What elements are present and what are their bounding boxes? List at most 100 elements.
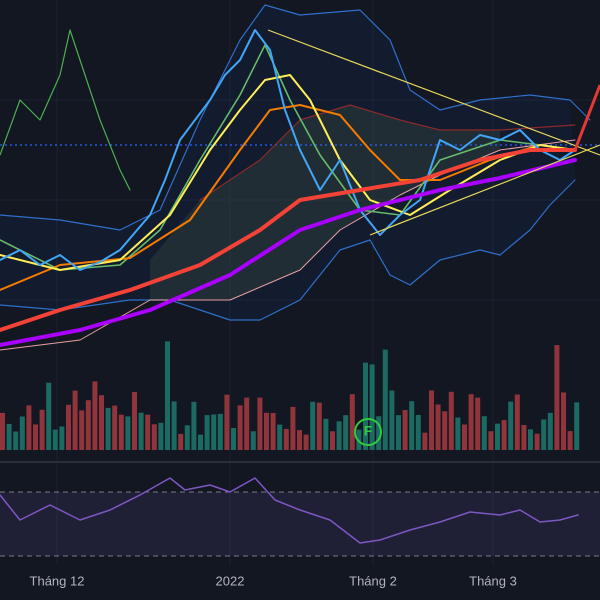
volume-bar (72, 390, 78, 450)
volume-bar (79, 410, 85, 450)
volume-bar (191, 401, 197, 450)
trend-line (267, 29, 600, 156)
volume-bar (409, 401, 415, 450)
volume-bar (336, 421, 342, 450)
ma-orange (0, 104, 576, 291)
volume-bar (396, 415, 401, 450)
time-label: Tháng 12 (30, 573, 85, 588)
volume-bar (310, 401, 316, 450)
volume-bar (415, 415, 421, 450)
volume-bar (264, 412, 269, 450)
volume-bar (567, 431, 573, 450)
volume-bar (356, 429, 362, 450)
volume-bar (19, 416, 25, 450)
volume-bar (554, 345, 560, 450)
cloud (150, 105, 500, 300)
volume-bar (165, 341, 170, 450)
volume-bar (495, 423, 500, 450)
volume-bar (376, 416, 382, 450)
volume-bar (13, 431, 19, 450)
volume-bar (508, 401, 514, 450)
volume-bar (475, 397, 481, 450)
volume-bar (92, 381, 98, 450)
volume-bar (178, 433, 184, 450)
volume-bar (0, 412, 5, 450)
marker: F (354, 418, 382, 446)
volume-bar (422, 432, 428, 450)
volume-bar (481, 416, 487, 450)
volume-bar (547, 412, 553, 450)
volume-bar (514, 394, 520, 450)
volume-bar (26, 405, 32, 450)
price-line-blue (0, 29, 576, 271)
volume-bar (521, 425, 527, 450)
volume-bar (541, 419, 547, 450)
volume-bar (363, 362, 368, 450)
volume-bar (501, 420, 507, 450)
volume-bar (138, 412, 144, 450)
volume-bar (250, 431, 256, 450)
volume-bar (528, 429, 533, 450)
volume-bar (33, 424, 38, 450)
volume-bars (0, 341, 580, 450)
volume-bar (382, 349, 388, 450)
volume-bar (349, 394, 355, 450)
volume-bar (244, 397, 250, 450)
volume-bar (488, 431, 494, 450)
volume-bar (369, 364, 375, 450)
ma-green (0, 44, 576, 271)
volume-bar (204, 415, 210, 450)
volume-bar (52, 429, 58, 450)
volume-bar (330, 431, 335, 450)
volume-bar (389, 390, 395, 450)
volume-bar (316, 402, 322, 450)
volume-bar (283, 428, 289, 450)
volume-bar (574, 402, 580, 450)
marker-label: F (364, 423, 373, 439)
volume-bar (257, 397, 263, 450)
oscillating-line (0, 29, 131, 191)
trend-line (369, 144, 600, 236)
time-label: Tháng 2 (349, 573, 397, 588)
time-label: Tháng 3 (469, 573, 517, 588)
volume-bar (217, 413, 223, 450)
volume-bar (224, 394, 230, 450)
volume-bar (59, 426, 65, 450)
volume-bar (290, 406, 296, 450)
volume-bar (184, 425, 190, 450)
volume-bar (534, 433, 540, 450)
ma-purple (0, 158, 577, 347)
volume-bar (468, 394, 474, 450)
volume-bar (39, 409, 45, 450)
volume-bar (442, 411, 448, 450)
volume-bar (158, 422, 164, 450)
volume-bar (145, 414, 151, 450)
volume-bar (448, 391, 454, 450)
volume-bar (125, 416, 131, 450)
volume-bar (171, 401, 177, 450)
volume-bar (561, 392, 566, 450)
oscillator-band (0, 492, 600, 556)
volume-bar (455, 417, 461, 450)
volume-bar (46, 382, 52, 450)
volume-bar (231, 428, 236, 450)
volume-bar (323, 418, 329, 450)
volume-bar (118, 414, 124, 450)
volume-bar (66, 404, 71, 450)
time-label: 2022 (216, 573, 245, 588)
volume-bar (112, 405, 118, 450)
volume-bar (198, 434, 203, 450)
bollinger-upper (0, 4, 591, 231)
volume-bar (462, 424, 467, 450)
volume-bar (85, 400, 91, 450)
volume-bar (270, 413, 276, 450)
volume-bar (297, 430, 302, 450)
volume-bar (237, 405, 243, 450)
volume-bar (303, 434, 309, 450)
volume-bar (429, 390, 434, 450)
volume-bar (105, 407, 111, 450)
oscillator-line (0, 477, 579, 544)
volume-bar (132, 392, 137, 450)
volume-bar (211, 414, 217, 450)
